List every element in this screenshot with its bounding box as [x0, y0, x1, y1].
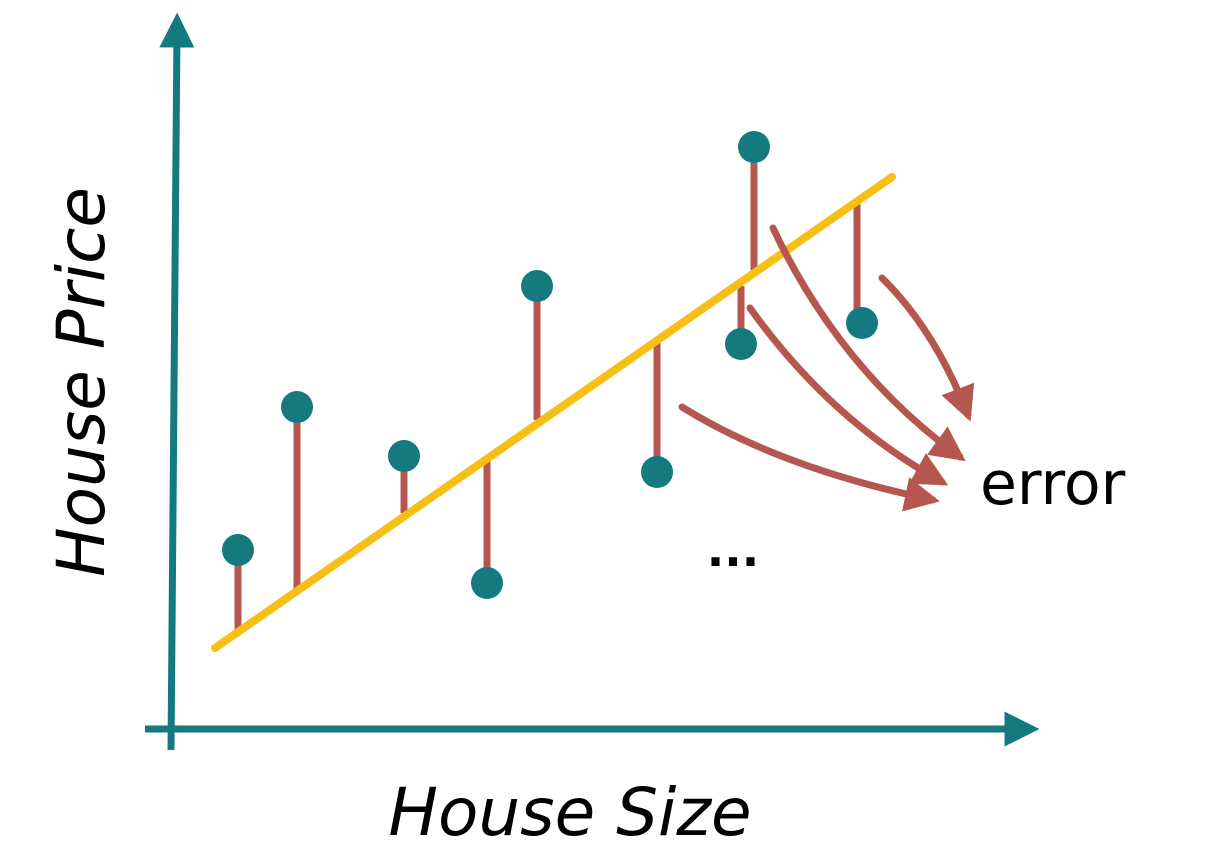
- data-point-6: [641, 456, 673, 488]
- data-point-5: [521, 270, 553, 302]
- curved-arrow-icon: [678, 403, 940, 512]
- error-arrows: [678, 224, 975, 512]
- x-axis-label: House Size: [388, 774, 751, 851]
- data-point-9: [846, 307, 878, 339]
- y-axis-label: House Price: [43, 187, 120, 577]
- data-point-7: [725, 328, 757, 360]
- residuals: [234, 147, 861, 630]
- y-axis: [159, 12, 195, 751]
- data-point-8: [738, 131, 770, 163]
- curved-arrow-icon: [878, 274, 975, 422]
- regression-fit-line: [211, 173, 896, 652]
- curved-arrow-icon: [746, 304, 949, 486]
- axes: [145, 12, 1040, 751]
- ellipsis: ...: [707, 523, 759, 577]
- data-point-3: [388, 440, 420, 472]
- data-point-2: [281, 391, 313, 423]
- data-point-1: [222, 534, 254, 566]
- error-label: error: [980, 449, 1126, 519]
- data-point-4: [471, 567, 503, 599]
- curved-arrow-icon: [769, 224, 966, 462]
- data-points: [222, 131, 878, 599]
